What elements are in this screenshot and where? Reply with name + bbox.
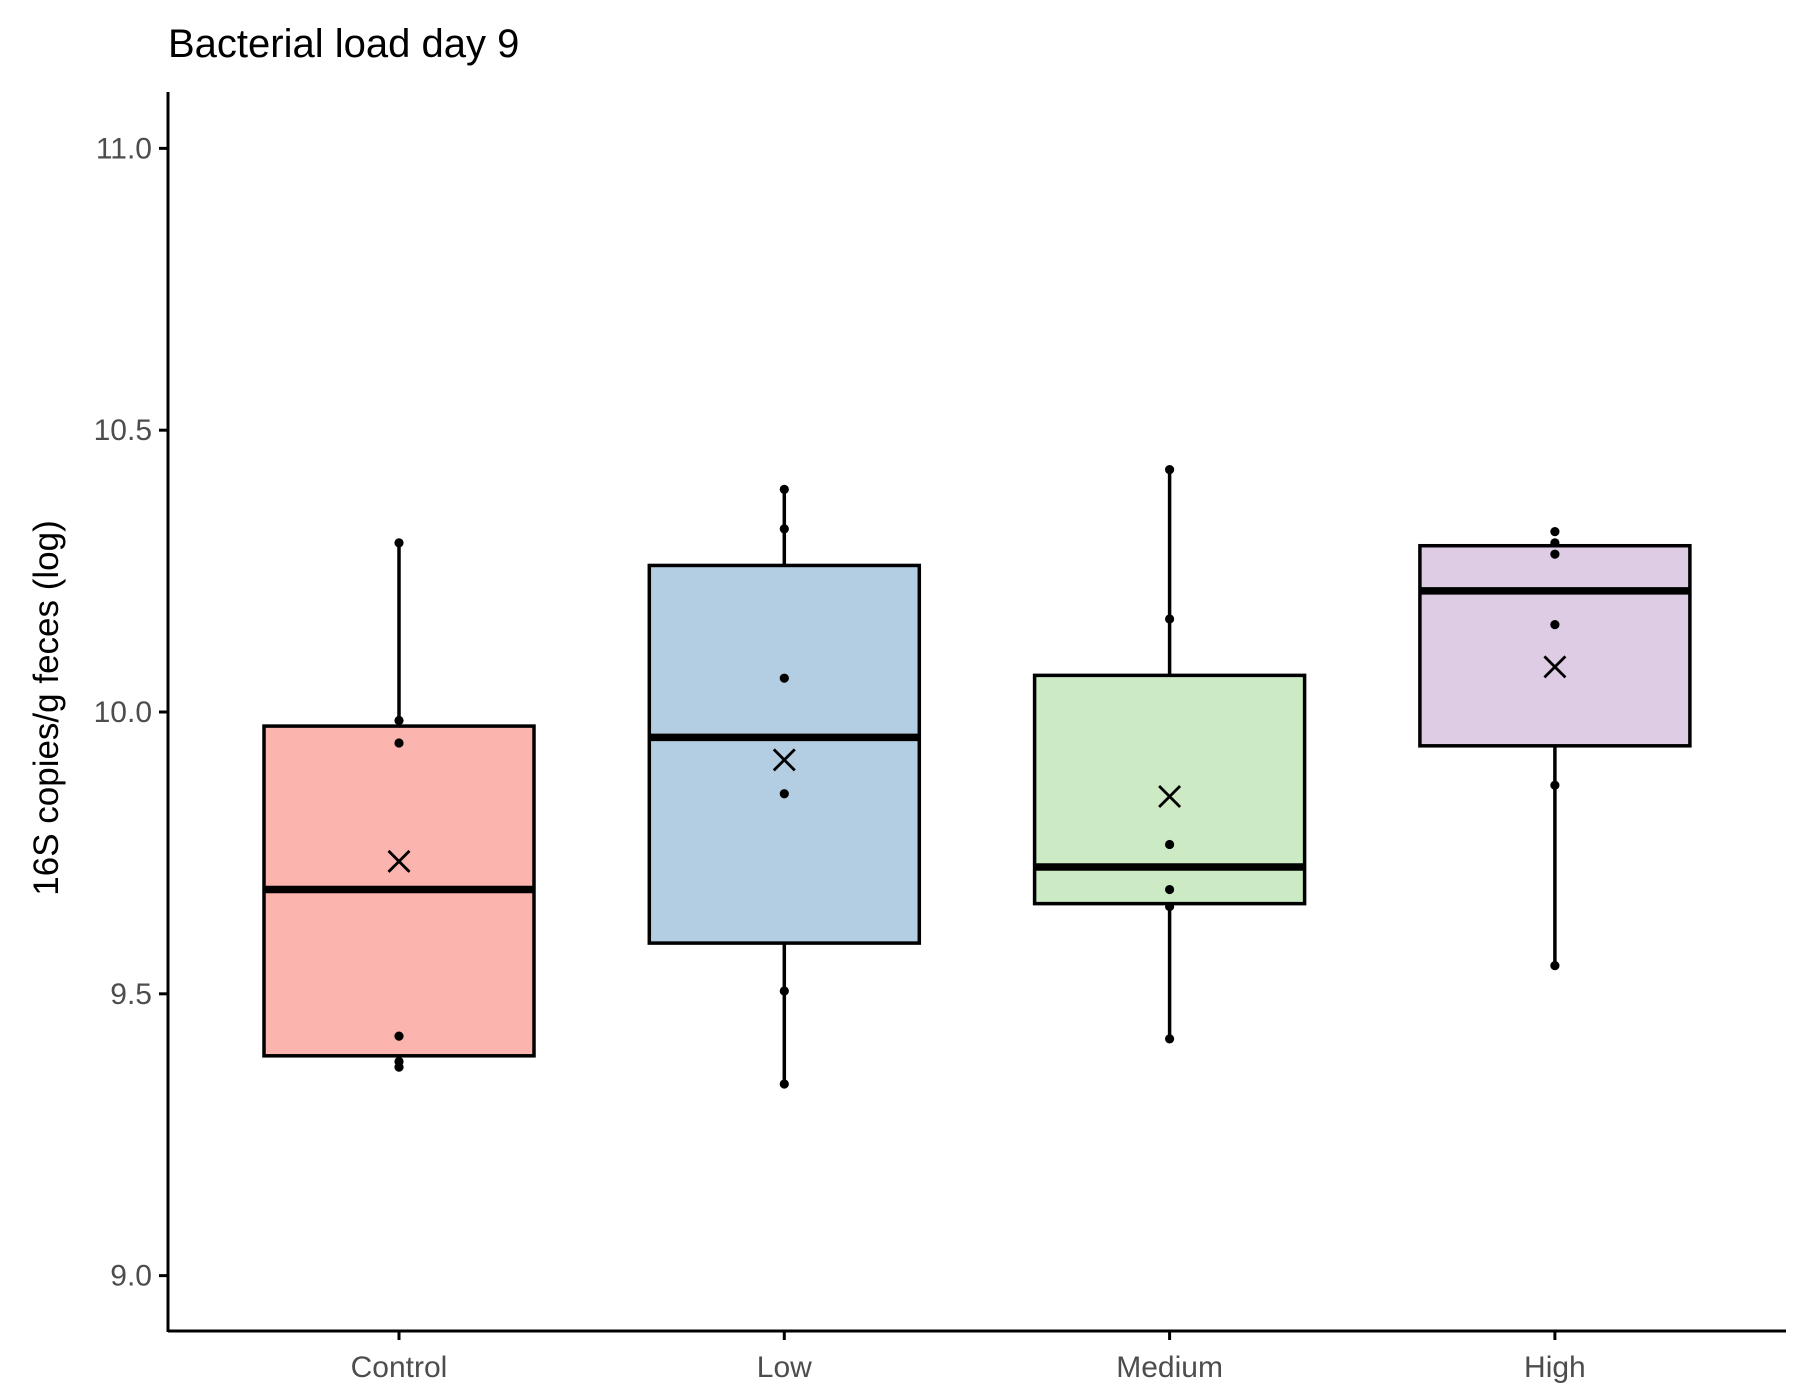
data-point bbox=[779, 484, 789, 494]
data-point bbox=[394, 1062, 404, 1072]
y-axis-title: 16S copies/g feces (log) bbox=[27, 520, 66, 895]
x-tick-label: High bbox=[1524, 1351, 1586, 1384]
data-point bbox=[779, 986, 789, 996]
x-axis: Control Low Medium High bbox=[168, 1329, 1786, 1384]
data-point bbox=[1165, 839, 1175, 850]
x-tick-label: Low bbox=[757, 1351, 812, 1384]
data-point bbox=[779, 1079, 789, 1089]
data-point bbox=[1165, 1034, 1175, 1044]
mean-marker bbox=[1543, 655, 1567, 679]
y-tick-label: 9.5 bbox=[110, 978, 152, 1011]
data-point bbox=[1550, 538, 1560, 548]
x-tick-label: Control bbox=[351, 1351, 448, 1384]
data-point bbox=[1165, 614, 1175, 624]
plot-area bbox=[262, 465, 1692, 1089]
chart-title: Bacterial load day 9 bbox=[168, 22, 519, 66]
x-tick-label: Medium bbox=[1116, 1351, 1223, 1384]
y-tick-label: 9.0 bbox=[110, 1260, 152, 1293]
y-axis: 9.0 9.5 10.0 10.5 11.0 bbox=[94, 92, 170, 1332]
data-point bbox=[1550, 527, 1560, 537]
box-high bbox=[1418, 543, 1692, 748]
y-tick-label: 10.5 bbox=[94, 414, 152, 447]
data-point bbox=[779, 673, 789, 683]
boxes-layer bbox=[262, 469, 1692, 1084]
data-point bbox=[1550, 780, 1560, 790]
points-layer bbox=[394, 465, 1560, 1089]
data-point bbox=[1165, 465, 1175, 475]
data-point bbox=[394, 538, 404, 548]
y-tick-label: 11.0 bbox=[96, 132, 152, 165]
y-ticks: 9.0 9.5 10.0 10.5 11.0 bbox=[94, 132, 168, 1293]
data-point bbox=[1550, 620, 1560, 630]
data-point bbox=[394, 1031, 404, 1041]
data-point bbox=[779, 524, 789, 534]
mean-marker-stroke bbox=[387, 849, 411, 873]
mean-marker-stroke bbox=[1158, 785, 1182, 809]
mean-marker bbox=[772, 748, 796, 772]
mean-marker bbox=[1158, 785, 1182, 809]
data-point bbox=[1165, 884, 1175, 895]
box-low bbox=[647, 563, 922, 945]
data-point bbox=[1165, 901, 1175, 912]
mean-marker bbox=[387, 849, 411, 873]
data-point bbox=[1550, 549, 1560, 559]
data-point bbox=[394, 715, 404, 726]
y-tick-label: 10.0 bbox=[94, 696, 152, 729]
x-ticks: Control Low Medium High bbox=[351, 1331, 1586, 1384]
mean-marker-stroke bbox=[1543, 655, 1567, 679]
data-point bbox=[779, 789, 789, 799]
mean-marker-stroke bbox=[772, 748, 796, 772]
means-layer bbox=[387, 655, 1567, 873]
data-point bbox=[1550, 961, 1560, 971]
data-point bbox=[394, 738, 404, 748]
